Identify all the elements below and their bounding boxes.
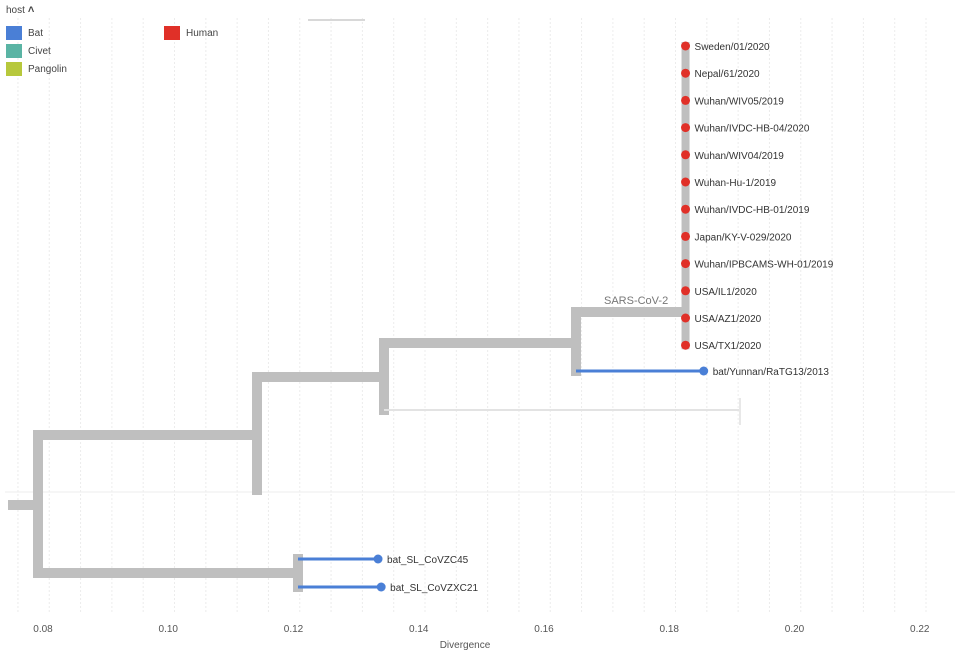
axis-tick-label: 0.20	[785, 624, 805, 635]
tip-label: Wuhan/WIV05/2019	[695, 96, 785, 107]
tip-node-human[interactable]	[681, 150, 691, 160]
tip-label: Sweden/01/2020	[695, 42, 771, 53]
axis-tick-label: 0.22	[910, 624, 930, 635]
tip-node-human[interactable]	[681, 286, 691, 296]
host-legend: host ˄ Bat Civet Pangolin Human	[6, 4, 266, 84]
tip-label: Wuhan/IVDC-HB-01/2019	[695, 205, 810, 216]
tip-node-bat[interactable]	[373, 554, 383, 564]
tip-label: Wuhan-Hu-1/2019	[695, 178, 777, 189]
legend-item-pangolin[interactable]: Pangolin	[6, 62, 67, 76]
clade-label-sars-cov-2: SARS-CoV-2	[604, 295, 668, 307]
tip-label: bat_SL_CoVZC45	[387, 555, 469, 566]
tip-node-human[interactable]	[681, 123, 691, 133]
tip-label: USA/IL1/2020	[695, 287, 758, 298]
legend-item-human[interactable]: Human	[164, 26, 218, 40]
legend-header[interactable]: host ˄	[6, 4, 34, 16]
swatch-civet	[6, 44, 22, 58]
tip-label: Wuhan/WIV04/2019	[695, 151, 785, 162]
legend-label-human: Human	[186, 27, 219, 39]
swatch-bat	[6, 26, 22, 40]
tip-label: Japan/KY-V-029/2020	[695, 232, 792, 243]
tip-node-human[interactable]	[681, 313, 691, 323]
tip-node-human[interactable]	[681, 68, 691, 78]
legend-label-bat: Bat	[28, 27, 44, 39]
axis-tick-label: 0.18	[660, 624, 680, 635]
tip-node-human[interactable]	[681, 177, 691, 187]
legend-label-civet: Civet	[28, 45, 51, 57]
tip-label: USA/AZ1/2020	[695, 314, 762, 325]
axis-tick-label: 0.10	[159, 624, 179, 635]
axis-title: Divergence	[440, 640, 491, 651]
tip-label: bat_SL_CoVZXC21	[390, 583, 478, 594]
legend-title: host	[6, 5, 25, 16]
tip-node-human[interactable]	[681, 231, 691, 241]
tip-label: Nepal/61/2020	[695, 69, 760, 80]
tip-node-human[interactable]	[681, 259, 691, 269]
legend-item-bat[interactable]: Bat	[6, 26, 43, 40]
swatch-pangolin	[6, 62, 22, 76]
tip-node-human[interactable]	[681, 41, 691, 51]
tip-node-bat[interactable]	[699, 366, 709, 376]
axis-tick-label: 0.08	[33, 624, 53, 635]
axis-tick-label: 0.12	[284, 624, 304, 635]
tip-label: Wuhan/IVDC-HB-04/2020	[695, 124, 810, 135]
axis-tick-label: 0.16	[534, 624, 554, 635]
tip-node-human[interactable]	[681, 95, 691, 105]
tip-label: Wuhan/IPBCAMS-WH-01/2019	[695, 260, 834, 271]
swatch-human	[164, 26, 180, 40]
chevron-up-icon[interactable]: ˄	[27, 4, 35, 16]
tip-node-human[interactable]	[681, 204, 691, 214]
tip-node-bat[interactable]	[376, 582, 386, 592]
tip-node-human[interactable]	[681, 340, 691, 350]
tip-label: USA/TX1/2020	[695, 341, 762, 352]
legend-label-pangolin: Pangolin	[28, 63, 67, 75]
axis-tick-label: 0.14	[409, 624, 429, 635]
tip-label: bat/Yunnan/RaTG13/2013	[713, 367, 830, 378]
legend-item-civet[interactable]: Civet	[6, 44, 51, 58]
